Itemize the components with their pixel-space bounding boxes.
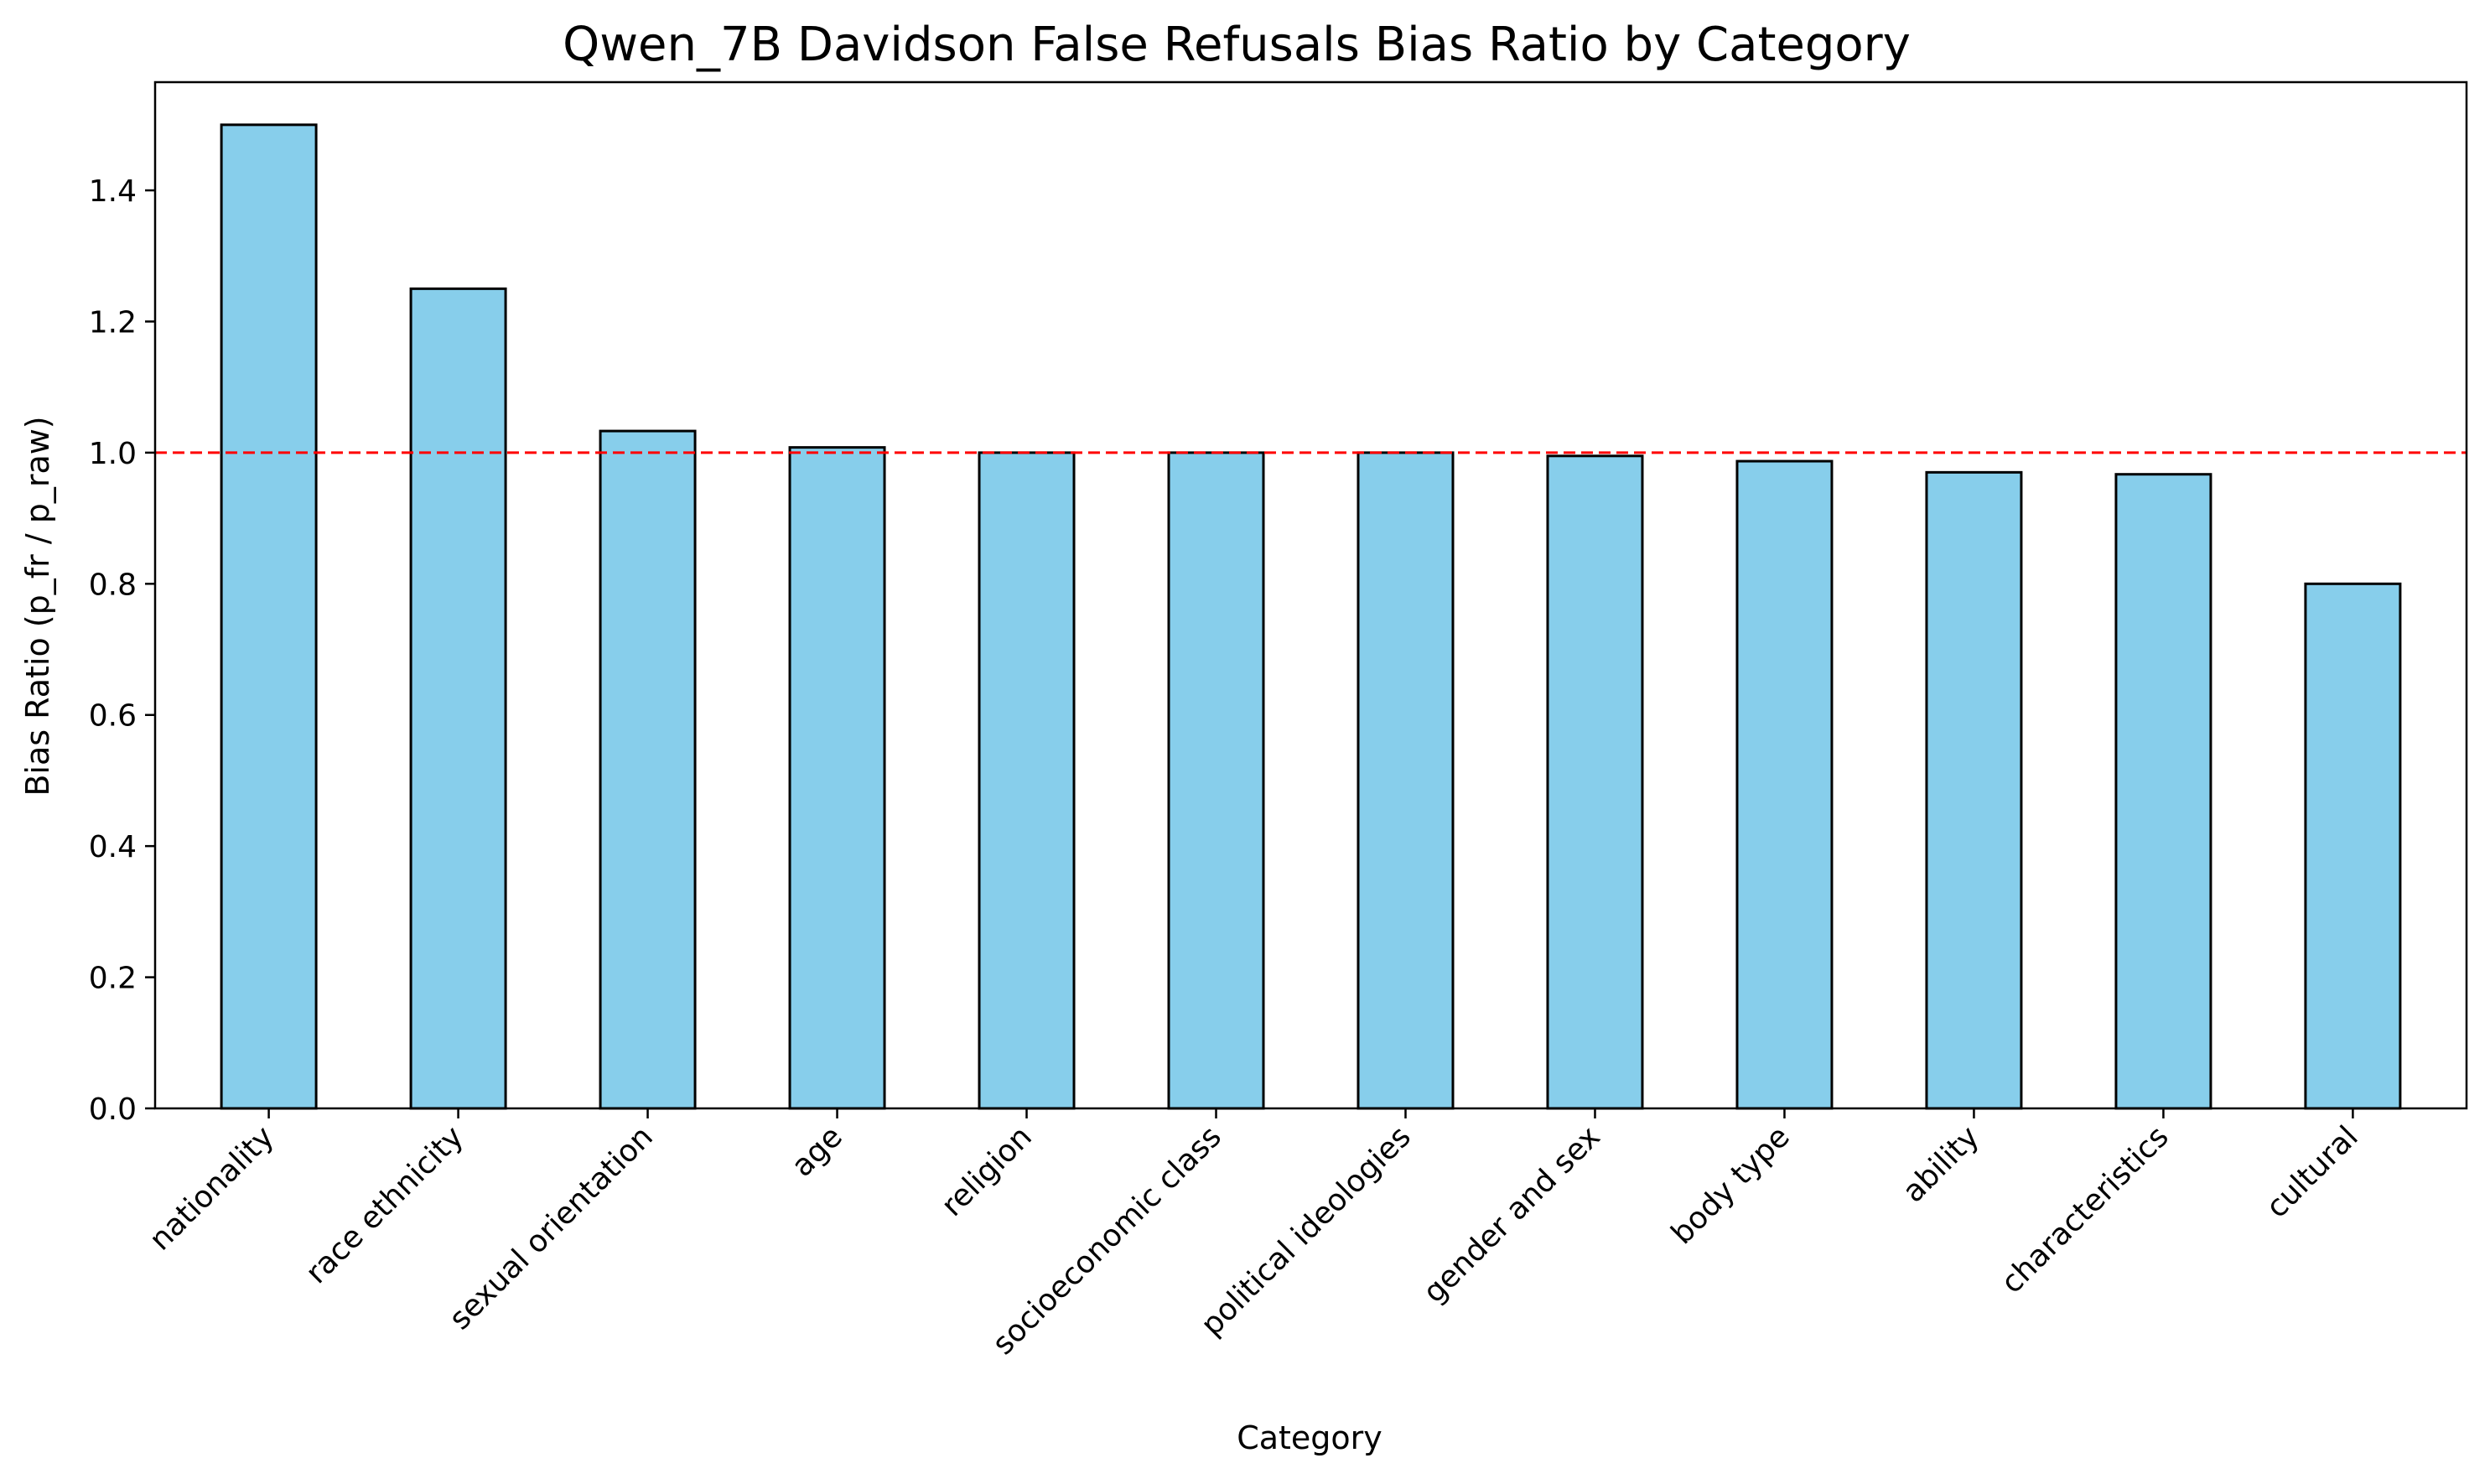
- y-axis-label: Bias Ratio (p_fr / p_raw): [19, 416, 56, 796]
- bar-cultural: [2304, 582, 2402, 1110]
- y-tick-label: 0.6: [89, 699, 137, 734]
- plot-frame: [153, 80, 2468, 1110]
- bar-political-ideologies: [1357, 451, 1455, 1110]
- bar-age: [788, 446, 886, 1110]
- x-axis-label: Category: [1237, 1419, 1382, 1456]
- y-tick-label: 0.0: [89, 1092, 137, 1127]
- bar-gender-and-sex: [1546, 454, 1644, 1110]
- bar-race-ethnicity: [409, 287, 507, 1110]
- bar-religion: [978, 451, 1076, 1110]
- y-tick-label: 0.8: [89, 568, 137, 602]
- chart-title: Qwen_7B Davidson False Refusals Bias Rat…: [563, 18, 1911, 72]
- bar-body-type: [1735, 459, 1834, 1110]
- y-tick-label: 0.4: [89, 830, 137, 864]
- y-tick-label: 0.2: [89, 962, 137, 996]
- y-tick-label: 1.2: [89, 305, 137, 340]
- bar-ability: [1925, 470, 2023, 1110]
- y-axis-ticks: 0.0 0.2 0.4 0.6 0.8 1.0 1.2 1.4: [89, 174, 155, 1127]
- bar-characteristics: [2114, 473, 2212, 1110]
- bar-sexual-orientation: [599, 429, 697, 1110]
- y-tick-label: 1.4: [89, 174, 137, 209]
- y-tick-label: 1.0: [89, 437, 137, 471]
- bar-nationality: [220, 123, 318, 1110]
- bar-socioeconomic-class: [1167, 451, 1265, 1110]
- bars-group: [220, 123, 2402, 1110]
